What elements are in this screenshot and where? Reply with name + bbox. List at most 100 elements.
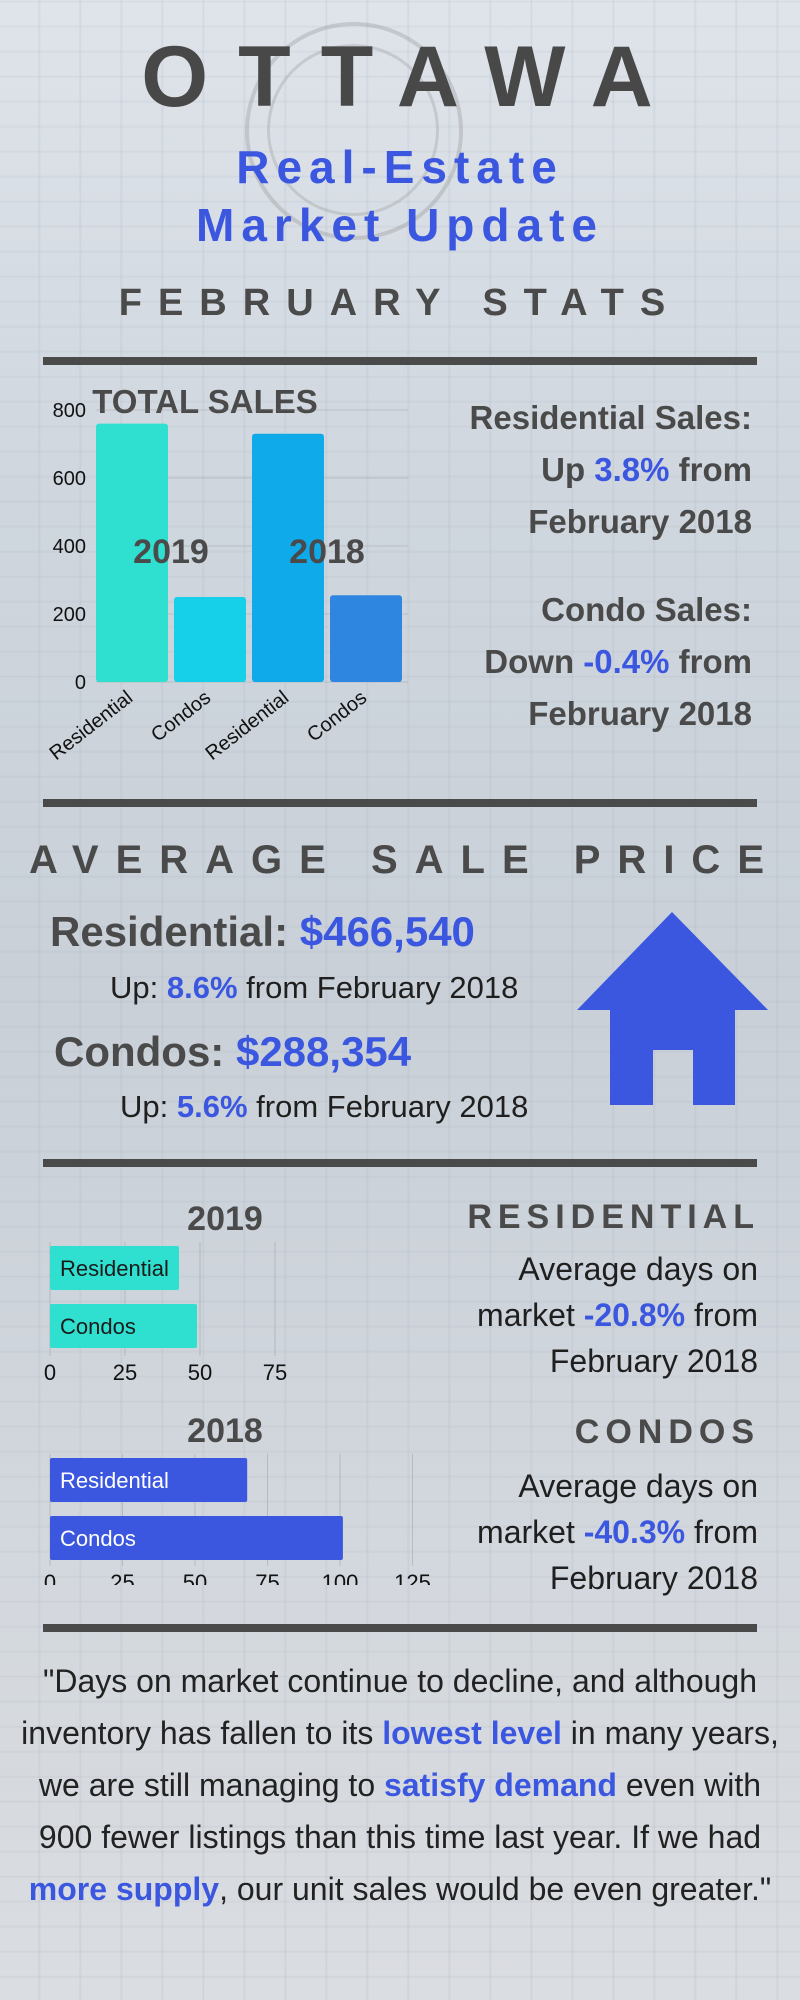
residential-dom-pre: market [477, 1297, 584, 1333]
month-stats-heading: FEBRUARY STATS [118, 282, 682, 324]
bar [50, 1304, 197, 1348]
residential-dom-ref: February 2018 [549, 1343, 758, 1379]
y-tick-label: 200 [53, 604, 86, 626]
condo-price-change: Up: 5.6% from February 2018 [120, 1089, 528, 1125]
bar-label: Residential [60, 1468, 169, 1493]
residential-price-label: Residential: [50, 908, 300, 955]
quote-part-4: , our unit sales would be even greater." [219, 1871, 772, 1907]
bar-label: Condos [60, 1314, 136, 1339]
y-tick-label: 0 [75, 672, 86, 694]
y-tick-label: 800 [53, 400, 86, 422]
bar [252, 433, 324, 682]
days-on-market-charts: 2019 0 25 50 75 Residential Condos 2018 0 25 50 75… [44, 1200, 430, 1585]
chart-2019: 2019 0 25 50 75 Residential Condos [44, 1200, 287, 1385]
x-tick-label: Condos [303, 687, 371, 747]
x-tick-label: 50 [183, 1570, 207, 1585]
bar [96, 423, 168, 682]
divider [43, 357, 757, 365]
condo-price-line: Condos: $288,354 [54, 1028, 411, 1076]
condo-price-change-post: from February 2018 [247, 1089, 529, 1124]
condo-sales-change: Down -0.4% from [484, 636, 752, 688]
condos-dom-ref: February 2018 [549, 1560, 758, 1596]
bar [50, 1246, 179, 1290]
bar [50, 1458, 248, 1502]
divider [43, 1159, 757, 1167]
bar [50, 1516, 343, 1560]
condo-price-change-pre: Up: [120, 1089, 177, 1124]
x-tick-label: Residential [202, 687, 294, 765]
chart-title: TOTAL SALES [92, 383, 318, 420]
residential-sales-pct: 3.8% [594, 451, 670, 488]
residential-sales-stat: Residential Sales: Up 3.8% from February… [470, 392, 752, 548]
bar [174, 597, 246, 682]
quote-part-3: even with 900 fewer listings than this t… [38, 1767, 762, 1855]
condos-dom-heading: CONDOS [574, 1413, 760, 1451]
condos-dom-pre: market [477, 1514, 584, 1550]
quote-highlight-2: satisfy demand [384, 1767, 617, 1803]
market-quote: "Days on market continue to decline, and… [20, 1655, 780, 1915]
watermark-logo [245, 22, 463, 240]
condo-price-value: $288,354 [235, 1028, 412, 1075]
x-tick-label: 50 [188, 1360, 212, 1385]
x-tick-label: Residential [46, 687, 138, 765]
divider [43, 799, 757, 807]
residential-dom-stat: Average days on market -20.8% from Febru… [477, 1246, 758, 1384]
y-tick-label: 600 [53, 468, 86, 490]
x-tick-label: 0 [44, 1360, 56, 1385]
residential-sales-change: Up 3.8% from [470, 444, 752, 496]
residential-dom-post: from [685, 1297, 758, 1333]
residential-sales-ref: February 2018 [528, 503, 752, 540]
x-tick-label: 125 [394, 1570, 430, 1585]
residential-dom-heading: RESIDENTIAL [467, 1198, 760, 1236]
residential-price-change-pct: 8.6% [166, 970, 238, 1005]
y-tick-label: 400 [53, 536, 86, 558]
condos-dom-line2: market -40.3% from [477, 1509, 758, 1555]
residential-dom-line1: Average days on [518, 1251, 758, 1287]
average-sale-price-heading: AVERAGE SALE PRICE [29, 838, 781, 882]
x-tick-label: 25 [110, 1570, 134, 1585]
residential-dom-line2: market -20.8% from [477, 1292, 758, 1338]
residential-sales-pre: Up [541, 451, 595, 488]
bar [330, 595, 402, 682]
x-tick-label: 75 [263, 1360, 287, 1385]
x-tick-label: 75 [255, 1570, 279, 1585]
watermark-inner-ring [267, 44, 439, 216]
residential-sales-label: Residential Sales: [469, 399, 752, 436]
divider [43, 1624, 757, 1632]
residential-price-line: Residential: $466,540 [50, 908, 475, 956]
bar-label: Condos [60, 1526, 136, 1551]
bars [96, 423, 402, 682]
residential-price-change-pre: Up: [110, 970, 167, 1005]
residential-price-value: $466,540 [299, 908, 475, 955]
quote-highlight-3: more supply [28, 1871, 220, 1907]
subtitle-line-1: Real-Estate [236, 141, 564, 193]
quote-highlight-1: lowest level [382, 1715, 562, 1751]
residential-price-change: Up: 8.6% from February 2018 [110, 970, 518, 1006]
residential-dom-pct: -20.8% [583, 1297, 686, 1333]
subtitle-line-2: Market Update [196, 199, 604, 251]
chart-title: 2019 [187, 1200, 263, 1238]
condo-price-label: Condos: [54, 1028, 236, 1075]
group-labels: 2019 2018 [133, 533, 365, 571]
condos-dom-pct: -40.3% [583, 1514, 686, 1550]
quote-part-2: in many years, we are still managing to [38, 1715, 779, 1803]
residential-sales-post: from [669, 451, 752, 488]
chart-title: 2018 [187, 1412, 263, 1450]
house-icon [577, 912, 768, 1105]
chart-2018: 2018 0 25 50 75 100 125 Residential Condos [44, 1412, 430, 1585]
condo-sales-post: from [669, 643, 752, 680]
condo-sales-pre: Down [484, 643, 584, 680]
condo-sales-stat: Condo Sales: Down -0.4% from February 20… [484, 584, 752, 740]
x-tick-label: 100 [322, 1570, 359, 1585]
quote-part-1: "Days on market continue to decline, and… [21, 1663, 758, 1751]
x-tick-label: 25 [113, 1360, 137, 1385]
condos-dom-stat: Average days on market -40.3% from Febru… [477, 1463, 758, 1601]
group-label: 2018 [289, 533, 365, 571]
condos-dom-post: from [685, 1514, 758, 1550]
x-tick-label: 0 [44, 1570, 56, 1585]
condo-sales-pct: -0.4% [583, 643, 670, 680]
condo-price-change-pct: 5.6% [176, 1089, 248, 1124]
city-title: OTTAWA [141, 29, 683, 125]
